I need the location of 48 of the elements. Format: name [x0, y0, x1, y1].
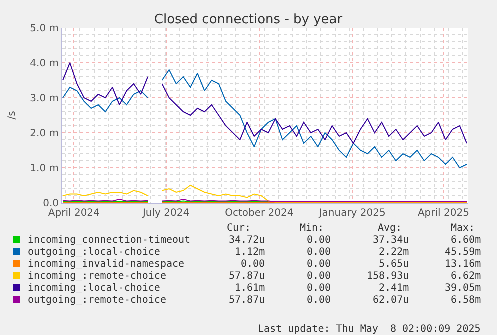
text: 0.00 [307, 283, 332, 294]
text: 0.00 [307, 271, 332, 282]
text: 6.60m [451, 235, 482, 246]
y-tick-label: 5.0 m [30, 24, 59, 34]
legend-label: outgoing_:remote-choice [28, 295, 166, 306]
x-tick-label: July 2024 [142, 208, 190, 219]
y-tick-label: 2.0 m [30, 128, 59, 140]
text: 158.93u [367, 271, 410, 282]
x-tick-label: October 2024 [225, 208, 294, 219]
y-tick-label: 4.0 m [30, 58, 59, 70]
x-tick-label: April 2024 [48, 208, 100, 219]
text: 0.00 [307, 259, 332, 270]
text: 0.00 [307, 235, 332, 246]
text: Avg: [378, 223, 402, 234]
text: 57.87u [229, 295, 266, 306]
text: 2.41m [379, 283, 410, 294]
text: 0.00 [307, 247, 332, 258]
text: 0.00 [307, 295, 332, 306]
text: 0.00 [241, 259, 266, 270]
text: Cur: [227, 223, 252, 234]
text: 62.07u [373, 295, 410, 306]
y-tick-label: 1.0 m [30, 164, 59, 174]
y-tick-label: 0.0 [43, 198, 59, 210]
text: 13.16m [445, 259, 482, 270]
y-axis-title: /s [7, 111, 18, 120]
text: 1.61m [235, 283, 266, 294]
chart-title: Closed connections - by year [154, 12, 344, 28]
text: 45.59m [445, 247, 482, 258]
legend-label: outgoing_:local-choice [28, 247, 160, 258]
legend-label: incoming_:remote-choice [28, 271, 166, 282]
text: 2.22m [379, 247, 410, 258]
y-tick-label: 3.0 m [30, 94, 59, 104]
legend-label: incoming_:local-choice [28, 283, 160, 294]
text: 57.87u [229, 271, 266, 282]
text: 37.34u [373, 235, 410, 246]
text: Last update: Thu May 8 02:00:09 2025 [258, 324, 481, 335]
text: 6.62m [451, 271, 482, 282]
text: Min: [300, 223, 324, 234]
legend-label: incoming_invalid-namespace [28, 259, 185, 270]
text: Max: [451, 223, 476, 234]
legend-label: incoming_connection-timeout [28, 235, 191, 246]
x-tick-label: April 2025 [418, 208, 470, 219]
text: 34.72u [229, 235, 266, 246]
text: 39.05m [445, 283, 482, 294]
text: 6.58m [451, 295, 482, 306]
text: 5.65u [379, 259, 410, 270]
text: 1.12m [235, 247, 266, 258]
x-tick-label: January 2025 [318, 208, 386, 219]
